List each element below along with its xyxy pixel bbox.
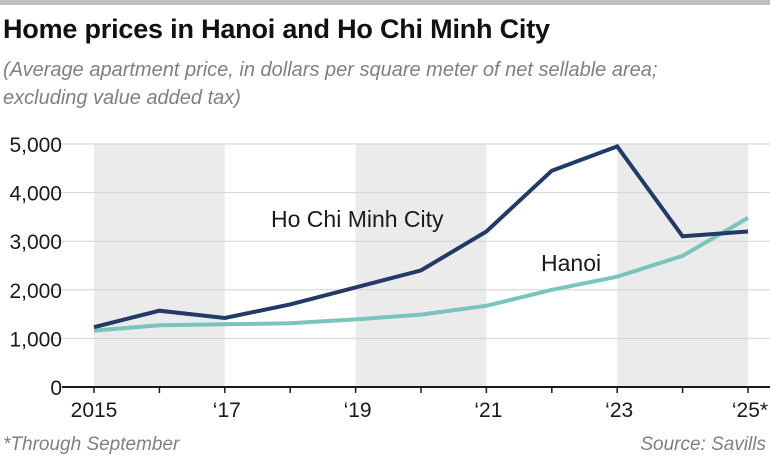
x-tick-label: ‘25* [732,399,768,422]
series-line-hanoi [93,216,750,333]
x-tick-label: ‘23 [605,399,633,422]
y-tick-label: 3,000 [9,231,62,254]
series-label-ho-chi-minh-city: Ho Chi Minh City [271,206,444,232]
footnote: *Through September [3,434,180,455]
x-tick-label: ‘21 [474,399,502,422]
top-rule [0,0,770,5]
source-note: Source: Savills [640,434,766,455]
shaded-band-1 [355,144,487,387]
y-tick-label: 1,000 [9,328,62,351]
x-tick-label: ‘17 [213,399,241,422]
y-tick-label: 0 [50,377,62,400]
x-tick-label: ‘19 [344,399,372,422]
series-label-hanoi: Hanoi [541,250,601,276]
shaded-band-0 [94,144,225,387]
y-tick-label: 5,000 [9,134,62,157]
x-tick-label: 2015 [71,399,118,422]
chart-subtitle: (Average apartment price, in dollars per… [3,59,658,109]
y-tick-label: 4,000 [9,183,62,206]
chart-title: Home prices in Hanoi and Ho Chi Minh Cit… [3,14,550,44]
shaded-band-2 [617,144,748,387]
y-tick-label: 2,000 [9,280,62,303]
series-line-ho-chi-minh-city [93,143,749,330]
